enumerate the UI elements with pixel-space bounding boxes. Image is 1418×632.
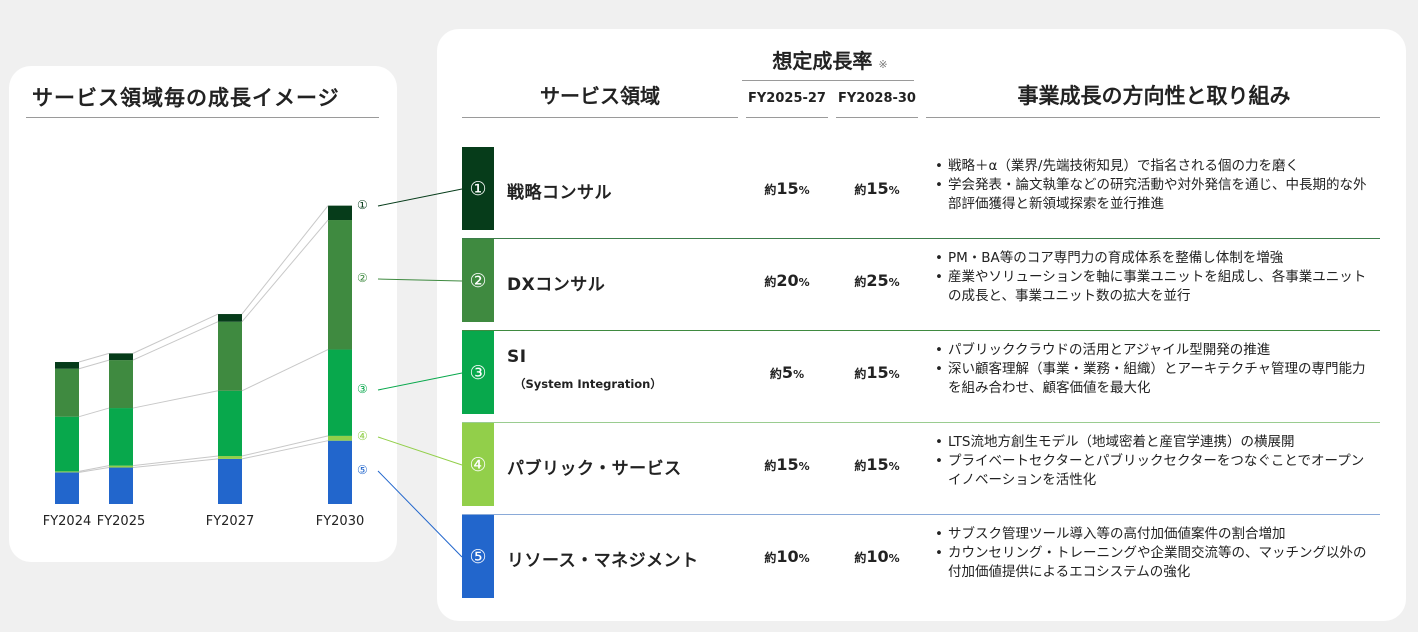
service-area-subtitle: （System Integration） bbox=[514, 377, 662, 391]
growth-chart-card bbox=[9, 66, 397, 562]
header-growth-rate: 想定成長率 ※ bbox=[772, 49, 888, 73]
growth-rate-fy1: 約5% bbox=[769, 363, 805, 382]
chart-title-rule bbox=[26, 117, 379, 118]
direction-list: サブスク管理ツール導入等の高付加価値案件の割合増加カウンセリング・トレーニングや… bbox=[934, 525, 1374, 582]
header-service-area: サービス領域 bbox=[540, 84, 660, 108]
row-separator bbox=[462, 330, 1380, 331]
series-marker-label: ① bbox=[357, 198, 368, 212]
direction-item: 戦略＋α（業界/先端技術知見）で指名される個の力を磨く bbox=[934, 157, 1374, 176]
direction-item: 産業やソリューションを軸に事業ユニットを組成し、各事業ユニットの成長と、事業ユニ… bbox=[934, 268, 1374, 306]
row-separator bbox=[462, 514, 1380, 515]
growth-rate-fy2: 約25% bbox=[854, 271, 900, 290]
growth-rate-fy2: 約15% bbox=[854, 455, 900, 474]
row-number-badge: ① bbox=[462, 147, 494, 230]
growth-rate-fy1: 約10% bbox=[764, 547, 810, 566]
x-tick-label: FY2024 bbox=[42, 514, 92, 529]
growth-rate-fy1: 約15% bbox=[764, 455, 810, 474]
row-separator bbox=[462, 238, 1380, 239]
growth-rate-fy1: 約15% bbox=[764, 179, 810, 198]
growth-rate-fy2: 約15% bbox=[854, 363, 900, 382]
service-row: ① 戦略コンサル 約15% 約15% 戦略＋α（業界/先端技術知見）で指名される個の力を… bbox=[462, 147, 1380, 239]
rate-header-rule bbox=[742, 80, 914, 81]
direction-item: LTS流地方創生モデル（地域密着と産官学連携）の横展開 bbox=[934, 433, 1374, 452]
header-fy1: FY2025-27 bbox=[748, 91, 826, 106]
direction-list: LTS流地方創生モデル（地域密着と産官学連携）の横展開プライベートセクターとパブ… bbox=[934, 433, 1374, 490]
direction-item: 深い顧客理解（事業・業務・組織）とアーキテクチャ管理の専門能力を組み合わせ、顧客… bbox=[934, 360, 1374, 398]
x-tick-label: FY2025 bbox=[96, 514, 146, 529]
series-marker-label: ② bbox=[357, 271, 368, 285]
growth-rate-fy2: 約15% bbox=[854, 179, 900, 198]
header-rule-area bbox=[462, 117, 738, 118]
header-fy2: FY2028-30 bbox=[838, 91, 916, 106]
header-direction: 事業成長の方向性と取り組み bbox=[1017, 84, 1291, 108]
direction-item: プライベートセクターとパブリックセクターをつなぐことでオープンイノベーションを活… bbox=[934, 452, 1374, 490]
row-separator bbox=[462, 606, 1380, 607]
growth-rate-fy2: 約10% bbox=[854, 547, 900, 566]
service-row: ② DXコンサル 約20% 約25% PM・BA等のコア専門力の育成体系を整備し体制を増… bbox=[462, 239, 1380, 331]
x-tick-label: FY2027 bbox=[205, 514, 255, 529]
growth-rate-fy1: 約20% bbox=[764, 271, 810, 290]
service-row: ⑤ リソース・マネジメント 約10% 約10% サブスク管理ツール導入等の高付加価値案件… bbox=[462, 515, 1380, 607]
x-tick-label: FY2030 bbox=[315, 514, 365, 529]
service-row: ④ パブリック・サービス 約15% 約15% LTS流地方創生モデル（地域密着と産官学連… bbox=[462, 423, 1380, 515]
row-separator bbox=[462, 422, 1380, 423]
header-rule-fy1 bbox=[746, 117, 828, 118]
direction-list: 戦略＋α（業界/先端技術知見）で指名される個の力を磨く学会発表・論文執筆などの研… bbox=[934, 157, 1374, 214]
row-number-badge: ④ bbox=[462, 423, 494, 506]
series-marker-label: ③ bbox=[357, 382, 368, 396]
service-row: ③ SI （System Integration） 約5% 約15% パブリッククラウドの… bbox=[462, 331, 1380, 423]
service-area-name: 戦略コンサル bbox=[507, 183, 612, 203]
header-rate-note: ※ bbox=[878, 58, 888, 71]
chart-title: サービス領域毎の成長イメージ bbox=[32, 86, 340, 110]
row-number-badge: ⑤ bbox=[462, 515, 494, 598]
service-area-name: パブリック・サービス bbox=[507, 459, 682, 479]
service-table-card bbox=[437, 29, 1406, 621]
service-area-name: リソース・マネジメント bbox=[507, 551, 699, 571]
direction-item: カウンセリング・トレーニングや企業間交流等の、マッチング以外の付加価値提供による… bbox=[934, 544, 1374, 582]
direction-item: パブリッククラウドの活用とアジャイル型開発の推進 bbox=[934, 341, 1374, 360]
direction-item: サブスク管理ツール導入等の高付加価値案件の割合増加 bbox=[934, 525, 1374, 544]
row-number-badge: ② bbox=[462, 239, 494, 322]
row-number-badge: ③ bbox=[462, 331, 494, 414]
direction-list: パブリッククラウドの活用とアジャイル型開発の推進深い顧客理解（事業・業務・組織）… bbox=[934, 341, 1374, 398]
direction-item: 学会発表・論文執筆などの研究活動や対外発信を通じ、中長期的な外部評価獲得と新領域… bbox=[934, 176, 1374, 214]
service-area-name: DXコンサル bbox=[507, 275, 606, 295]
direction-list: PM・BA等のコア専門力の育成体系を整備し体制を増強産業やソリューションを軸に事… bbox=[934, 249, 1374, 306]
direction-item: PM・BA等のコア専門力の育成体系を整備し体制を増強 bbox=[934, 249, 1374, 268]
series-marker-label: ⑤ bbox=[357, 463, 368, 477]
service-area-name: SI bbox=[507, 347, 527, 367]
header-rule-direction bbox=[926, 117, 1380, 118]
series-marker-label: ④ bbox=[357, 429, 368, 443]
header-rule-fy2 bbox=[836, 117, 918, 118]
